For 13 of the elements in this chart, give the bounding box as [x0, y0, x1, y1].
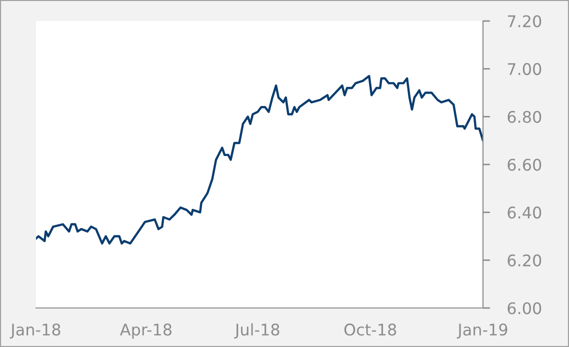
x-tick-label: Jan-19 — [456, 324, 508, 339]
y-tick-label: 7.00 — [508, 63, 542, 76]
y-tick-label: 6.00 — [508, 302, 542, 314]
y-tick-label: 7.20 — [508, 15, 542, 28]
y-tick-label: 6.20 — [508, 254, 542, 266]
y-tick-label: 6.40 — [508, 206, 542, 219]
x-tick-label: Oct-18 — [344, 324, 396, 336]
y-tick-label: 6.60 — [508, 158, 542, 171]
x-tick-label: Jan-18 — [10, 324, 60, 339]
y-tick-label: 6.80 — [508, 110, 542, 123]
x-tick-label: Apr-18 — [120, 324, 172, 339]
line-series — [36, 74, 483, 245]
x-tick-label: Jul-18 — [234, 323, 280, 339]
